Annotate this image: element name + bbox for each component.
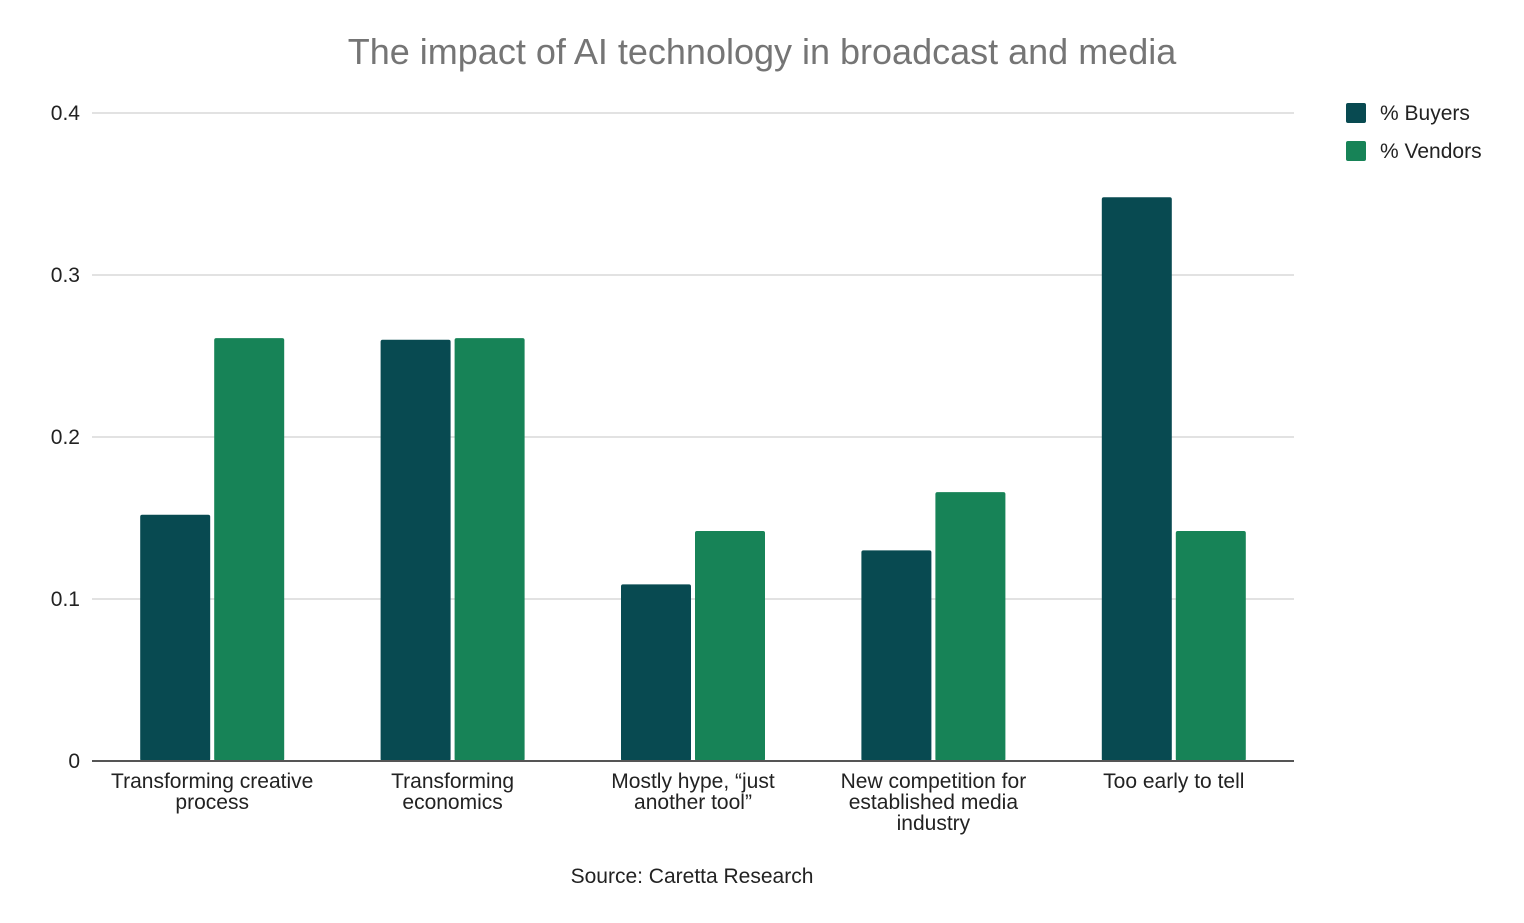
source-note: Source: Caretta Research — [571, 865, 814, 888]
bar-buyers-2[interactable] — [621, 584, 691, 761]
x-category-label: Transforming creative process — [111, 770, 313, 814]
bar-buyers-0[interactable] — [140, 514, 211, 761]
y-tick-label: 0.4 — [51, 102, 81, 125]
bar-vendors-3[interactable] — [935, 492, 1006, 761]
bar-vendors-2[interactable] — [695, 530, 765, 761]
legend[interactable]: % Buyers % Vendors — [1346, 102, 1482, 163]
y-tick-label: 0.2 — [51, 426, 80, 449]
x-category-label-line: Mostly hype, “just — [611, 770, 775, 793]
bars — [140, 197, 1246, 762]
bar-buyers-4[interactable] — [1101, 197, 1172, 762]
x-category-label-line: New competition for — [841, 770, 1027, 793]
x-category-label-line: established media — [849, 791, 1019, 814]
bar-buyers-1[interactable] — [380, 339, 451, 761]
x-category-label-line: economics — [402, 791, 502, 814]
bar-vendors-4[interactable] — [1175, 530, 1246, 761]
x-category-label: Too early to tell — [1103, 770, 1244, 793]
bar-vendors-0[interactable] — [214, 338, 285, 761]
chart-title: The impact of AI technology in broadcast… — [348, 31, 1177, 72]
y-tick-label: 0.1 — [51, 588, 80, 611]
x-category-label: Transforming economics — [391, 770, 514, 814]
legend-label[interactable]: % Buyers — [1380, 102, 1470, 125]
y-tick-label: 0.3 — [51, 264, 80, 287]
bar-buyers-3[interactable] — [861, 550, 932, 761]
x-category-label-line: Too early to tell — [1103, 770, 1244, 793]
legend-label[interactable]: % Vendors — [1380, 140, 1482, 163]
x-category-label-line: process — [175, 791, 249, 814]
y-axis: 0 0.1 0.2 0.3 0.4 — [51, 102, 81, 773]
x-category-label-line: Transforming creative — [111, 770, 313, 793]
y-tick-label: 0 — [68, 750, 80, 773]
gridlines — [92, 112, 1294, 600]
x-category-label-line: Transforming — [391, 770, 514, 793]
x-category-label: Mostly hype, “just another tool” — [611, 770, 775, 814]
legend-swatch — [1346, 141, 1366, 161]
legend-swatch — [1346, 103, 1366, 123]
x-axis: Transforming creative processTransforming… — [111, 770, 1244, 835]
x-category-label: New competition for established media indu… — [841, 770, 1027, 835]
bar-vendors-1[interactable] — [454, 338, 525, 761]
x-category-label-line: another tool” — [634, 791, 752, 814]
x-category-label-line: industry — [897, 812, 971, 835]
